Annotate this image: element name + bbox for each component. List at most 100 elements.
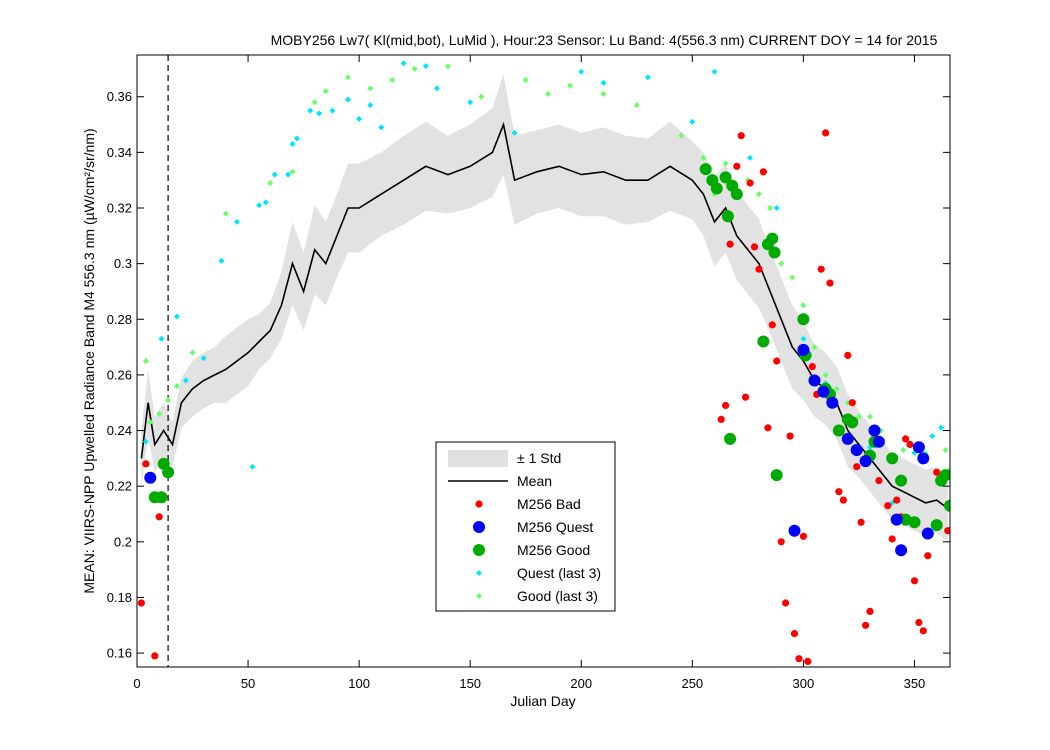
quest-last3-point [367,102,374,109]
legend-entry-label: M256 Quest [517,519,593,535]
bad-point [142,460,150,468]
bad-point [726,240,734,248]
quest-point [921,527,934,540]
legend-entry-label: Mean [517,473,552,489]
quest-point [797,343,810,356]
good-last3-point [411,65,418,72]
quest-point [850,444,863,456]
good-last3-point [444,63,451,70]
good-last3-point [942,447,949,454]
quest-point [859,455,872,468]
good-last3-point [789,274,796,281]
good-last3-point [700,154,707,161]
legend-std-swatch [448,450,508,467]
good-point [908,516,921,529]
legend-bad-swatch [475,500,483,508]
good-point [895,474,908,487]
good-last3-point [767,205,774,211]
bad-point [799,532,808,540]
y-tick-label: 0.32 [107,201,132,216]
quest-last3-point [316,110,323,117]
quest-last3-point [218,257,225,264]
bad-point [884,502,892,510]
quest-last3-point [142,438,149,445]
bad-point [817,265,825,273]
quest-last3-point [285,171,292,178]
bad-point [848,399,856,407]
bad-point [933,468,941,476]
quest-last3-point [578,68,585,75]
good-point [939,469,950,482]
quest-last3-point [929,433,936,440]
good-point [770,469,783,482]
good-last3-point [322,88,329,95]
x-tick-label: 150 [459,676,481,691]
x-tick-label: 0 [133,676,140,691]
y-tick-label: 0.3 [114,256,132,271]
quest-last3-point [356,115,363,122]
bad-point [893,496,901,504]
y-tick-label: 0.28 [107,312,132,327]
bad-point [737,132,745,140]
quest-point [817,385,830,398]
bad-point [782,599,790,607]
good-point [721,210,734,223]
bad-point [733,162,741,170]
bad-point [915,618,923,627]
good-point [797,313,810,326]
legend-box [435,441,616,612]
bad-point [768,321,776,329]
quest-last3-point [329,107,336,114]
quest-point [808,374,821,387]
good-last3-point [289,168,296,175]
bad-point [862,621,870,629]
y-tick-label: 0.16 [107,646,132,661]
good-point [768,246,781,259]
bad-point [795,655,803,663]
x-tick-label: 200 [570,676,592,691]
good-point [886,452,899,465]
bad-point [742,393,750,401]
y-tick-label: 0.2 [114,534,132,549]
good-last3-point [633,102,640,109]
good-point [930,519,943,532]
quest-point [788,524,801,537]
bad-point [835,488,843,496]
good-last3-point [544,90,551,97]
good-last3-point [173,383,180,390]
good-last3-point [142,358,149,364]
quest-point [917,452,930,465]
good-last3-point [567,82,574,89]
y-tick-label: 0.22 [107,479,132,494]
good-last3-point [367,85,374,92]
chart-title: MOBY256 Lw7( Kl(mid,bot), LuMid ), Hour:… [271,32,938,48]
quest-last3-point [711,68,718,75]
legend-marker-swatch [473,521,485,533]
bad-point [717,415,725,423]
quest-last3-point [433,85,440,92]
good-point [757,335,770,348]
good-point [724,432,737,445]
bad-point [746,179,754,187]
legend-entry-label: M256 Bad [517,496,581,512]
quest-point [895,544,908,557]
bad-point [773,357,781,365]
bad-point [906,440,914,449]
legend-diamond-swatch [476,570,482,576]
quest-last3-point [256,202,263,209]
good-last3-point [678,132,685,139]
quest-last3-point [800,335,807,342]
good-point [944,499,950,512]
legend-entry-label: Good (last 3) [517,588,598,604]
y-axis-label: MEAN: VIIRS-NPP Upwelled Radiance Band M… [81,128,97,593]
good-last3-point [778,260,785,267]
good-last3-point [811,344,818,351]
good-last3-point [755,191,762,198]
quest-point [841,432,854,445]
bad-point [764,424,772,432]
good-last3-point [389,77,396,84]
x-tick-label: 50 [241,676,255,691]
quest-last3-point [293,135,300,142]
quest-last3-point [262,199,269,206]
